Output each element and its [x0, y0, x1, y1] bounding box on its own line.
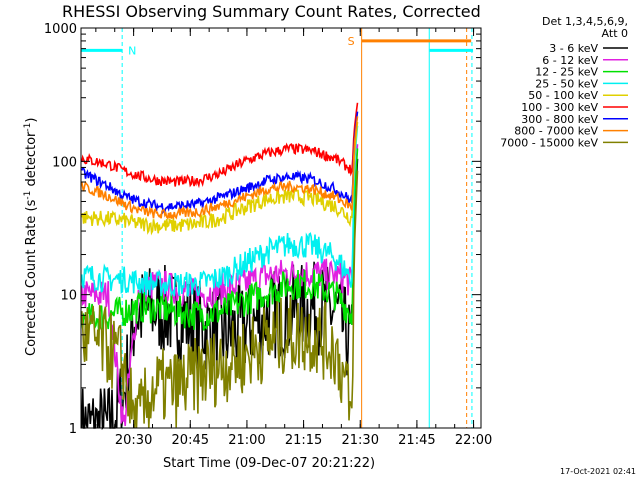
legend-label: 3 - 6 keV — [549, 42, 598, 55]
x-axis-label: Start Time (09-Dec-07 20:21:22) — [163, 456, 375, 471]
axes: 20:30 20:45 21:00 21:15 21:30 21:45 22:00 1 10 10… — [44, 22, 492, 448]
x-tick-label: 20:30 — [115, 433, 152, 448]
x-tick-label: 21:00 — [228, 433, 265, 448]
x-tick-label: 22:00 — [455, 433, 492, 448]
y-tick-label: 1 — [69, 422, 77, 437]
y-tick-label: 10 — [60, 289, 77, 304]
legend-label: 12 - 25 keV — [535, 66, 598, 79]
y-tick-label: 1000 — [44, 22, 77, 37]
plot-area: NS — [81, 28, 474, 431]
y-axis-label: Corrected Count Rate (s-1 detector-1) — [23, 118, 39, 356]
legend-label: 50 - 100 keV — [528, 89, 598, 102]
attenuator-info: Att 0 — [602, 27, 628, 40]
x-tick-label: 21:45 — [398, 433, 435, 448]
chart-title: RHESSI Observing Summary Count Rates, Co… — [62, 2, 481, 21]
series-line-4 — [81, 122, 359, 236]
series-line-7 — [81, 116, 359, 220]
y-tick-label: 100 — [52, 155, 77, 170]
series-line-8 — [81, 170, 359, 429]
legend-label: 800 - 7000 keV — [514, 125, 598, 138]
plot-frame — [80, 27, 482, 429]
legend-label: 7000 - 15000 keV — [500, 136, 598, 149]
series-line-6 — [81, 111, 359, 215]
flag-label-0: N — [128, 44, 136, 57]
series-line-3 — [81, 125, 359, 297]
x-tick-label: 21:30 — [342, 433, 379, 448]
legend-label: 100 - 300 keV — [521, 101, 598, 114]
series-line-2 — [81, 148, 359, 335]
series-line-5 — [81, 102, 359, 189]
legend-label: 300 - 800 keV — [521, 113, 598, 126]
timestamp: 17-Oct-2021 02:41 — [560, 467, 636, 476]
flag-label-1: S — [348, 35, 355, 48]
legend-label: 6 - 12 keV — [542, 54, 598, 67]
legend-label: 25 - 50 keV — [535, 77, 598, 90]
x-tick-label: 21:15 — [285, 433, 322, 448]
x-tick-label: 20:45 — [172, 433, 209, 448]
detector-info: Det 1,3,4,5,6,9, — [542, 15, 628, 28]
